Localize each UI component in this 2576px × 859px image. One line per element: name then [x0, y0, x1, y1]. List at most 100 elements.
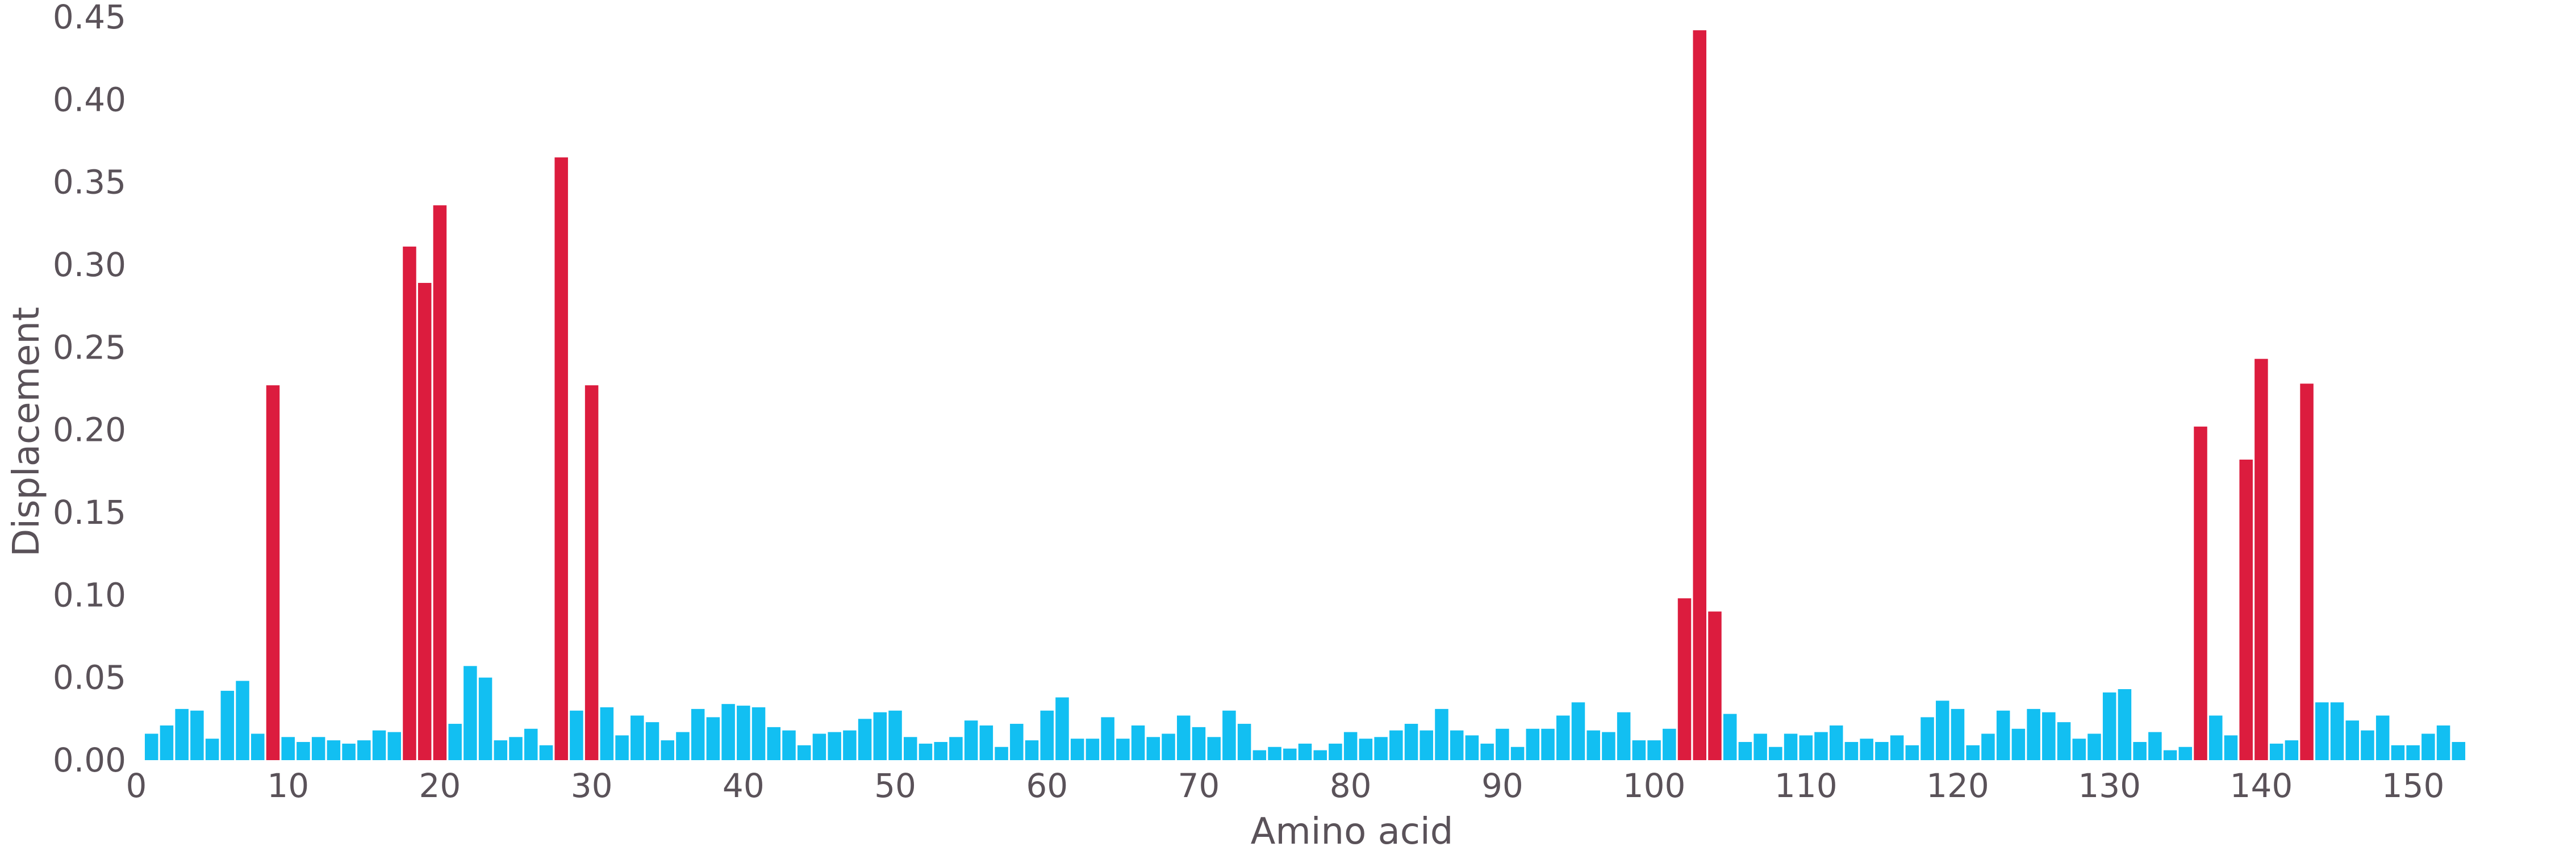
bar-22: [464, 666, 477, 760]
y-tick-labels: 0.00 0.05 0.10 0.15 0.20 0.25 0.30 0.35 0.40 0.45: [53, 0, 126, 779]
bar-40: [737, 706, 750, 760]
bar-8: [251, 733, 265, 760]
bar-103: [1693, 30, 1706, 760]
bar-41: [751, 707, 766, 760]
x-tick-label: 60: [1026, 766, 1068, 805]
bar-142: [2285, 740, 2299, 760]
x-tick-label: 10: [267, 766, 309, 805]
bar-83: [1389, 730, 1403, 760]
bar-135: [2178, 747, 2193, 760]
bar-147: [2361, 730, 2374, 760]
bar-100: [1647, 740, 1661, 760]
x-tick-label: 140: [2230, 766, 2293, 805]
y-tick-label: 0.35: [53, 163, 126, 202]
x-tick-label: 130: [2078, 766, 2141, 805]
bar-145: [2330, 702, 2344, 760]
bar-63: [1085, 739, 1100, 760]
bar-106: [1738, 742, 1752, 760]
bar-53: [934, 742, 947, 760]
bar-121: [1966, 745, 1980, 760]
bar-93: [1541, 728, 1555, 760]
bar-109: [1784, 733, 1798, 760]
bar-54: [949, 737, 963, 760]
bar-42: [767, 727, 781, 760]
bar-67: [1146, 737, 1160, 760]
bar-137: [2208, 715, 2223, 760]
bar-17: [387, 732, 402, 760]
bar-148: [2375, 715, 2390, 760]
bar-134: [2163, 750, 2177, 760]
x-tick-label: 80: [1330, 766, 1372, 805]
bar-151: [2421, 733, 2435, 760]
bar-59: [1025, 740, 1039, 760]
bar-152: [2436, 725, 2450, 760]
x-tick-label: 110: [1775, 766, 1838, 805]
bar-85: [1419, 730, 1434, 760]
bar-28: [554, 157, 568, 760]
bar-43: [782, 730, 796, 760]
bar-130: [2102, 692, 2116, 760]
y-tick-label: 0.05: [53, 658, 126, 697]
bar-25: [509, 737, 523, 760]
bar-58: [1010, 724, 1024, 760]
bar-128: [2072, 739, 2086, 760]
bar-79: [1329, 743, 1342, 760]
bar-51: [904, 737, 917, 760]
bar-60: [1040, 710, 1054, 760]
bar-30: [584, 385, 599, 760]
bar-133: [2148, 732, 2162, 760]
bar-96: [1586, 730, 1600, 760]
bar-23: [478, 677, 492, 760]
bar-66: [1131, 725, 1145, 760]
x-tick-label: 40: [723, 766, 765, 805]
x-tick-label: 0: [126, 766, 147, 805]
bar-149: [2391, 745, 2405, 760]
bar-9: [266, 385, 280, 760]
bar-129: [2087, 733, 2101, 760]
bar-114: [1860, 739, 1873, 760]
bar-47: [843, 730, 857, 760]
y-axis-label: Displacement: [6, 307, 48, 557]
bar-78: [1313, 750, 1327, 760]
bar-55: [964, 720, 978, 760]
bar-72: [1222, 710, 1236, 760]
bar-13: [327, 740, 341, 760]
bar-138: [2224, 735, 2238, 760]
bar-1: [144, 733, 158, 760]
bar-89: [1480, 743, 1494, 760]
bar-86: [1435, 708, 1448, 760]
bars-group: [144, 30, 2466, 761]
bar-45: [812, 733, 826, 760]
bar-119: [1936, 700, 1949, 760]
bar-126: [2042, 712, 2056, 760]
bar-153: [2452, 742, 2466, 760]
bar-82: [1374, 737, 1388, 760]
bar-19: [417, 282, 432, 761]
bar-97: [1602, 732, 1615, 760]
bar-70: [1192, 727, 1206, 760]
bar-92: [1526, 728, 1540, 760]
bar-146: [2345, 720, 2359, 760]
bar-10: [281, 737, 295, 760]
bar-26: [524, 728, 538, 760]
bar-132: [2133, 742, 2147, 760]
bar-20: [433, 205, 447, 760]
bar-139: [2239, 459, 2253, 760]
bar-50: [888, 710, 902, 760]
bar-116: [1890, 735, 1904, 760]
x-tick-labels: 0 10 20 30 40 50 60 70 80 90 100 110 120 130 140 150: [126, 766, 2445, 805]
bar-91: [1510, 747, 1525, 760]
x-axis-label: Amino acid: [1251, 811, 1454, 853]
bar-101: [1663, 728, 1676, 760]
bar-11: [297, 742, 310, 760]
bar-125: [2027, 708, 2040, 760]
bar-74: [1252, 750, 1267, 760]
bar-37: [691, 708, 705, 760]
x-tick-label: 100: [1623, 766, 1686, 805]
y-tick-label: 0.20: [53, 411, 126, 449]
bar-150: [2406, 745, 2420, 760]
bar-12: [311, 737, 325, 760]
bar-87: [1450, 730, 1464, 760]
bar-32: [615, 735, 629, 760]
bar-88: [1465, 735, 1479, 760]
